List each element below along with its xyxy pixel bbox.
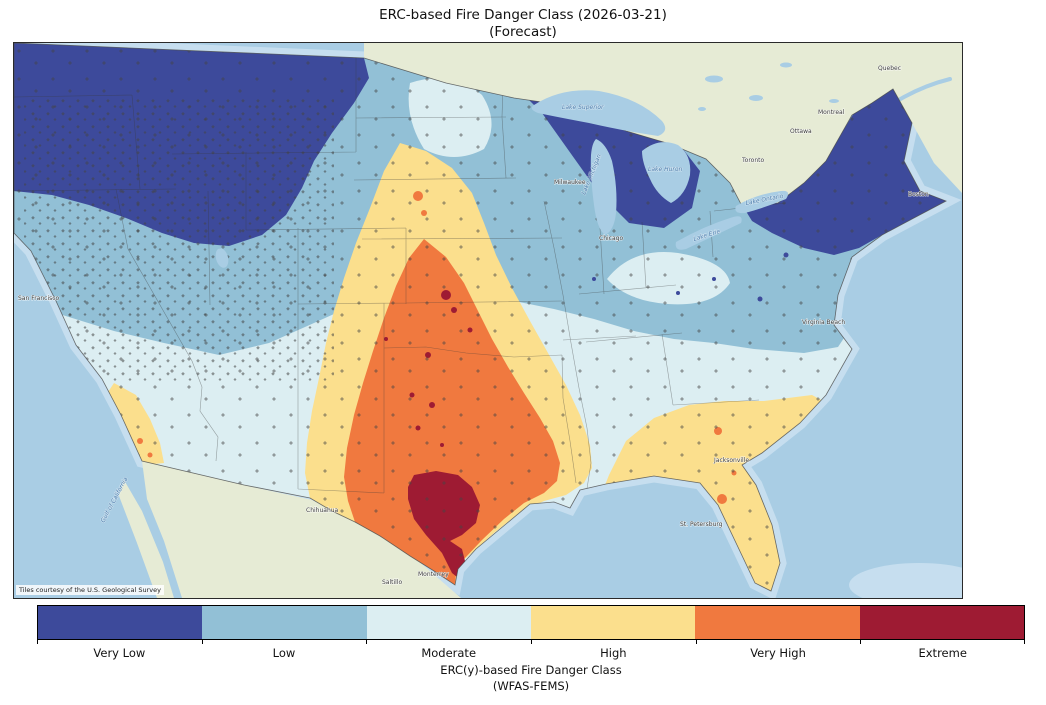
shallow-bank — [849, 563, 962, 598]
station-markers-dense — [24, 98, 334, 383]
map-label-ottawa: Ottawa — [790, 128, 812, 135]
colorbar-segment-very-high — [695, 606, 860, 639]
lake-superior — [531, 90, 666, 136]
map-label-quebec: Quebec — [878, 65, 901, 72]
map-canvas: San Francisco Lake Superior Lake Michiga… — [14, 43, 962, 598]
colorbar-title-line1: ERC(y)-based Fire Danger Class — [440, 663, 622, 677]
colorbar — [37, 605, 1025, 640]
lake-ontario — [735, 190, 789, 214]
title-line1: ERC-based Fire Danger Class (2026-03-21) — [379, 7, 667, 23]
map-label-toronto: Toronto — [741, 157, 764, 164]
colorbar-title-line2: (WFAS-FEMS) — [492, 678, 570, 693]
lake-huron — [642, 142, 691, 203]
map-label-milwaukee: Milwaukee — [554, 179, 586, 186]
map-label-chicago: Chicago — [599, 235, 623, 242]
map-label-saltillo: Saltillo — [382, 579, 403, 586]
colorbar-label-low: Low — [272, 646, 296, 660]
colorbar-tick — [696, 640, 697, 644]
colorbar-segment-high — [530, 606, 696, 639]
map-label-jacksonville: Jacksonville — [713, 457, 749, 464]
baja-california — [119, 480, 174, 598]
colorbar-segment-very-low — [38, 606, 203, 639]
lake-erie — [675, 216, 742, 250]
colorbar-label-high: High — [600, 646, 627, 660]
colorbar-segment-moderate — [366, 606, 531, 639]
colorbar-label-extreme: Extreme — [918, 646, 967, 660]
map-label-lake-superior: Lake Superior — [562, 104, 604, 111]
colorbar-label-moderate: Moderate — [421, 646, 477, 660]
map-label-boston: Boston — [908, 191, 929, 198]
map-label-monterrey: Monterrey — [418, 571, 449, 578]
title-line2: (Forecast) — [489, 24, 557, 41]
colorbar-segment-extreme — [859, 606, 1024, 639]
colorbar-tick — [531, 640, 532, 644]
figure-title: ERC-based Fire Danger Class (2026-03-21)… — [0, 7, 1046, 42]
colorbar-labels: Very Low Low Moderate High Very High Ext… — [37, 646, 1025, 660]
colorbar-label-very-low: Very Low — [93, 646, 146, 660]
map-label-lake-huron: Lake Huron — [648, 166, 683, 173]
map-label-san-francisco: San Francisco — [18, 295, 60, 302]
great-salt-lake — [215, 248, 229, 268]
map-attribution: Tiles courtesy of the U.S. Geological Su… — [16, 585, 164, 595]
mexico-land — [142, 461, 461, 598]
colorbar-tick — [1024, 640, 1025, 644]
map-label-virginia-beach: Virginia Beach — [802, 319, 845, 326]
colorbar-tick — [860, 640, 861, 644]
map-label-montreal: Montreal — [818, 109, 845, 116]
colorbar-segment-low — [202, 606, 367, 639]
colorbar-title: ERC(y)-based Fire Danger Class (WFAS-FEM… — [37, 663, 1025, 694]
great-lakes — [215, 90, 789, 268]
colorbar-tick — [366, 640, 367, 644]
map-label-st-petersburg: St. Petersburg — [680, 521, 723, 528]
colorbar-label-very-high: Very High — [750, 646, 806, 660]
state-boundaries — [14, 54, 787, 496]
colorbar-tick — [37, 640, 38, 644]
map: San Francisco Lake Superior Lake Michiga… — [13, 42, 963, 599]
colorbar-tick — [202, 640, 203, 644]
lake-michigan — [590, 139, 617, 235]
map-label-chihuahua: Chihuahua — [306, 507, 339, 514]
